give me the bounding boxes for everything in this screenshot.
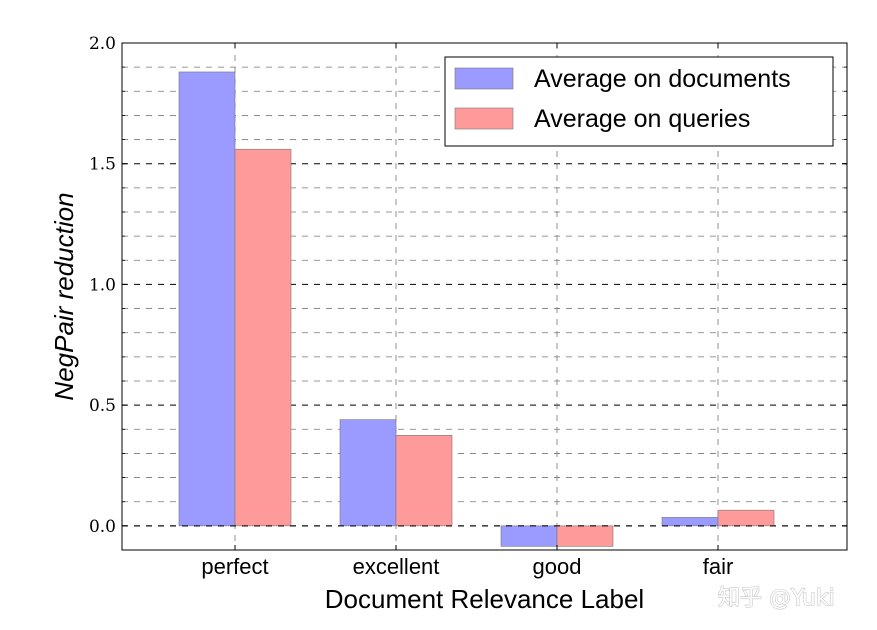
x-axis-ticks: perfect excellent good fair	[201, 43, 733, 579]
bar-documents-perfect	[178, 71, 236, 527]
bar-queries-fair	[717, 509, 775, 527]
legend-label-1: Average on queries	[534, 105, 750, 133]
y-tick-label: 0.0	[89, 517, 116, 537]
x-tick-label-excellent: excellent	[353, 554, 440, 579]
y-tick-label: 0.5	[89, 396, 116, 416]
bar-queries-good	[556, 525, 614, 547]
legend: Average on documents Average on queries	[444, 56, 834, 147]
legend-label-0: Average on documents	[534, 65, 791, 93]
legend-swatch-0	[454, 67, 514, 90]
y-tick-label: 1.0	[89, 275, 116, 295]
watermark: 知乎 @Yuki	[718, 586, 835, 611]
x-tick-label-perfect: perfect	[201, 554, 268, 579]
bars	[178, 71, 775, 547]
bar-documents-excellent	[339, 419, 397, 527]
y-tick-label: 1.5	[89, 155, 116, 175]
bar-documents-good	[500, 525, 558, 547]
bar-queries-perfect	[234, 148, 292, 527]
legend-swatch-1	[454, 107, 514, 130]
y-axis-ticks: 0.0 0.5 1.0 1.5 2.0	[89, 34, 847, 537]
x-tick-label-fair: fair	[703, 554, 734, 579]
y-axis-label: NegPair reduction	[49, 192, 79, 400]
plot-frame	[121, 42, 848, 551]
bar-queries-excellent	[395, 435, 453, 527]
x-axis-label: Document Relevance Label	[325, 584, 644, 614]
y-tick-label: 2.0	[89, 34, 116, 54]
bar-documents-fair	[661, 517, 719, 527]
x-tick-label-good: good	[533, 554, 582, 579]
